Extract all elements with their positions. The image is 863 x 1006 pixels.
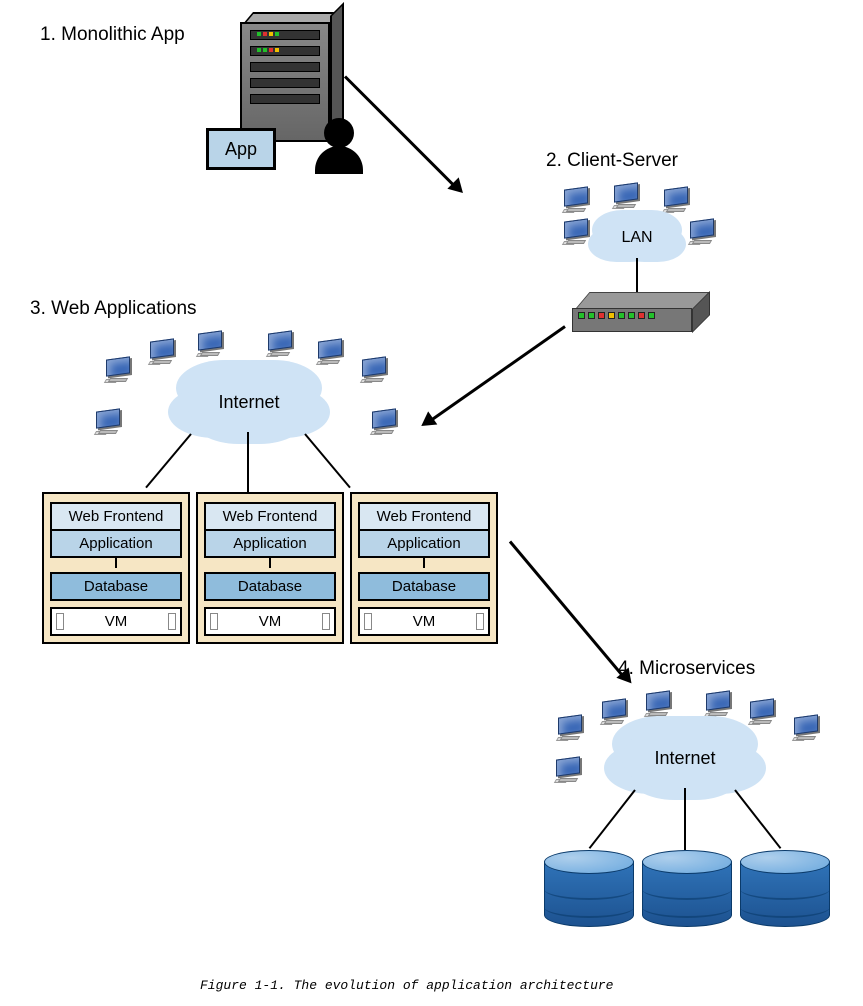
web-stack-3: Web Frontend Application Database VM (350, 492, 498, 644)
workstation-icon (198, 332, 222, 356)
web-stack-1: Web Frontend Application Database VM (42, 492, 190, 644)
internet-cloud-label: Internet (218, 392, 279, 413)
workstation-icon (564, 220, 588, 244)
tier-database: Database (204, 572, 336, 601)
lan-cloud-icon: LAN (598, 216, 676, 260)
workstation-icon (646, 692, 670, 716)
lan-cloud-label: LAN (621, 229, 652, 247)
workstation-icon (564, 188, 588, 212)
tier-connector-line (423, 558, 425, 568)
workstation-icon (664, 188, 688, 212)
tier-frontend: Web Frontend (50, 502, 182, 531)
stage4-label: 4. Microservices (618, 658, 755, 680)
tier-frontend: Web Frontend (358, 502, 490, 531)
tier-application: Application (358, 529, 490, 558)
workstation-icon (706, 692, 730, 716)
tier-application: Application (50, 529, 182, 558)
lan-switch-link-line (636, 258, 638, 296)
internet-cloud2-icon: Internet (622, 726, 748, 790)
tier-vm: VM (358, 607, 490, 636)
cloud-db-link-line (734, 789, 781, 849)
user-icon (324, 118, 363, 174)
workstation-icon (150, 340, 174, 364)
workstation-icon (794, 716, 818, 740)
internet-cloud2-label: Internet (654, 748, 715, 769)
workstation-icon (268, 332, 292, 356)
cloud-stack-link-line (304, 433, 351, 488)
workstation-icon (362, 358, 386, 382)
app-box: App (206, 128, 276, 170)
tier-vm: VM (50, 607, 182, 636)
workstation-icon (602, 700, 626, 724)
figure-caption: Figure 1-1. The evolution of application… (200, 978, 613, 993)
workstation-icon (558, 716, 582, 740)
cloud-stack-link-line (247, 432, 249, 492)
tier-application: Application (204, 529, 336, 558)
workstation-icon (690, 220, 714, 244)
tier-database: Database (358, 572, 490, 601)
tier-database: Database (50, 572, 182, 601)
stage1-label: 1. Monolithic App (40, 24, 185, 46)
workstation-icon (372, 410, 396, 434)
workstation-icon (318, 340, 342, 364)
web-stack-2: Web Frontend Application Database VM (196, 492, 344, 644)
stage2-label: 2. Client-Server (546, 150, 678, 172)
internet-cloud-icon: Internet (186, 370, 312, 434)
stage3-label: 3. Web Applications (30, 298, 197, 320)
workstation-icon (106, 358, 130, 382)
workstation-icon (750, 700, 774, 724)
tier-vm: VM (204, 607, 336, 636)
tier-connector-line (115, 558, 117, 568)
cloud-stack-link-line (145, 433, 192, 488)
arrow-3to4 (509, 541, 627, 681)
arrow-2to3 (425, 325, 566, 425)
workstation-icon (556, 758, 580, 782)
cloud-db-link-line (684, 788, 686, 850)
cloud-db-link-line (589, 789, 636, 849)
tier-frontend: Web Frontend (204, 502, 336, 531)
workstation-icon (96, 410, 120, 434)
tier-connector-line (269, 558, 271, 568)
workstation-icon (614, 184, 638, 208)
